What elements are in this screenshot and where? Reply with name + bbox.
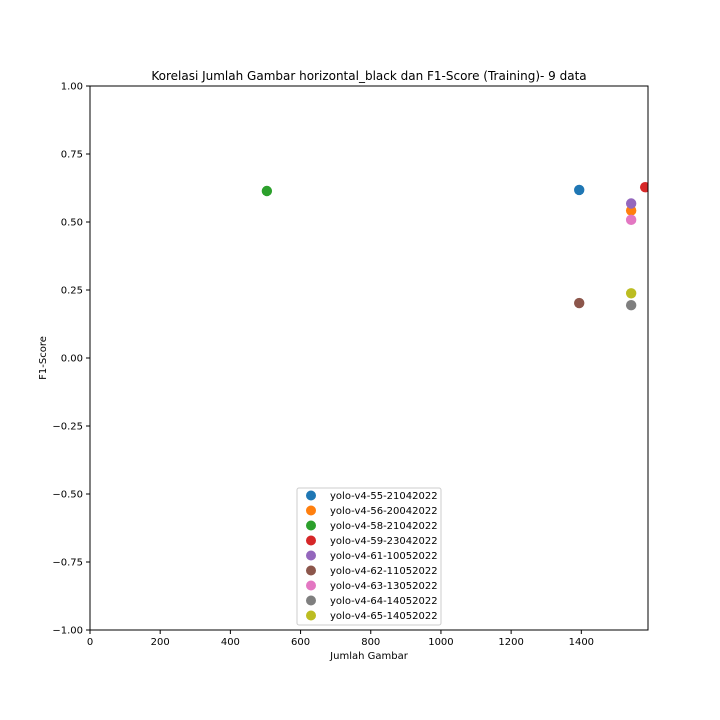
legend-marker [306, 505, 316, 516]
y-tick-label: −1.00 [52, 626, 83, 637]
legend-label: yolo-v4-62-11052022 [330, 566, 438, 577]
x-axis: 0 200 400 600 800 1000 1200 1400 [87, 630, 594, 648]
x-tick-label: 400 [221, 637, 240, 648]
x-tick-label: 200 [151, 637, 170, 648]
y-tick-label: 0.25 [61, 286, 83, 297]
y-tick-label: −0.75 [52, 558, 83, 569]
x-tick-label: 600 [291, 637, 310, 648]
y-tick-label: −0.50 [52, 490, 83, 501]
y-tick-label: 1.00 [61, 82, 83, 93]
data-point-yolo-v4-64-14052022 [625, 300, 637, 311]
legend-label: yolo-v4-64-14052022 [330, 596, 438, 607]
y-axis-label: F1-Score [38, 336, 49, 380]
y-tick-label: −0.25 [52, 422, 83, 433]
legend-label: yolo-v4-55-21042022 [330, 491, 438, 502]
data-point-yolo-v4-61-10052022 [625, 198, 637, 209]
x-tick-label: 800 [361, 637, 380, 648]
legend-label: yolo-v4-58-21042022 [330, 521, 438, 532]
x-tick-label: 1000 [428, 637, 453, 648]
data-point-yolo-v4-58-21042022 [261, 185, 273, 197]
x-tick-label: 1200 [498, 637, 523, 648]
y-axis: −1.00 −0.75 −0.50 −0.25 0.00 0.25 0.50 0.75 1.00 [52, 82, 90, 637]
y-tick-label: 0.00 [61, 354, 83, 365]
legend-marker [306, 535, 316, 546]
legend-marker [306, 550, 316, 561]
legend-marker [306, 520, 316, 531]
data-point-yolo-v4-63-13052022 [625, 214, 637, 226]
legend-box [296, 487, 442, 626]
data-point-yolo-v4-59-23042022 [639, 181, 648, 193]
legend-marker [306, 565, 316, 576]
data-points [261, 181, 648, 311]
legend-label: yolo-v4-59-23042022 [330, 536, 438, 547]
legend-marker [306, 580, 316, 591]
legend-marker [306, 610, 316, 621]
legend: yolo-v4-55-21042022 yolo-v4-56-20042022 yo… [296, 487, 442, 626]
legend-label: yolo-v4-63-13052022 [330, 581, 438, 592]
y-tick-label: 0.75 [61, 150, 83, 161]
x-axis-label: Jumlah Gambar [329, 651, 409, 662]
data-point-yolo-v4-65-14052022 [625, 288, 637, 299]
legend-label: yolo-v4-65-14052022 [330, 611, 438, 622]
data-point-yolo-v4-62-11052022 [574, 297, 585, 309]
legend-marker [306, 595, 316, 606]
y-tick-label: 0.50 [61, 218, 83, 229]
data-point-yolo-v4-55-21042022 [574, 184, 585, 196]
legend-label: yolo-v4-56-20042022 [330, 506, 438, 517]
x-tick-label: 1400 [569, 637, 594, 648]
legend-marker [306, 490, 316, 501]
x-tick-label: 0 [87, 637, 93, 648]
chart-title: Korelasi Jumlah Gambar horizontal_black … [151, 69, 586, 83]
legend-label: yolo-v4-61-10052022 [330, 551, 438, 562]
